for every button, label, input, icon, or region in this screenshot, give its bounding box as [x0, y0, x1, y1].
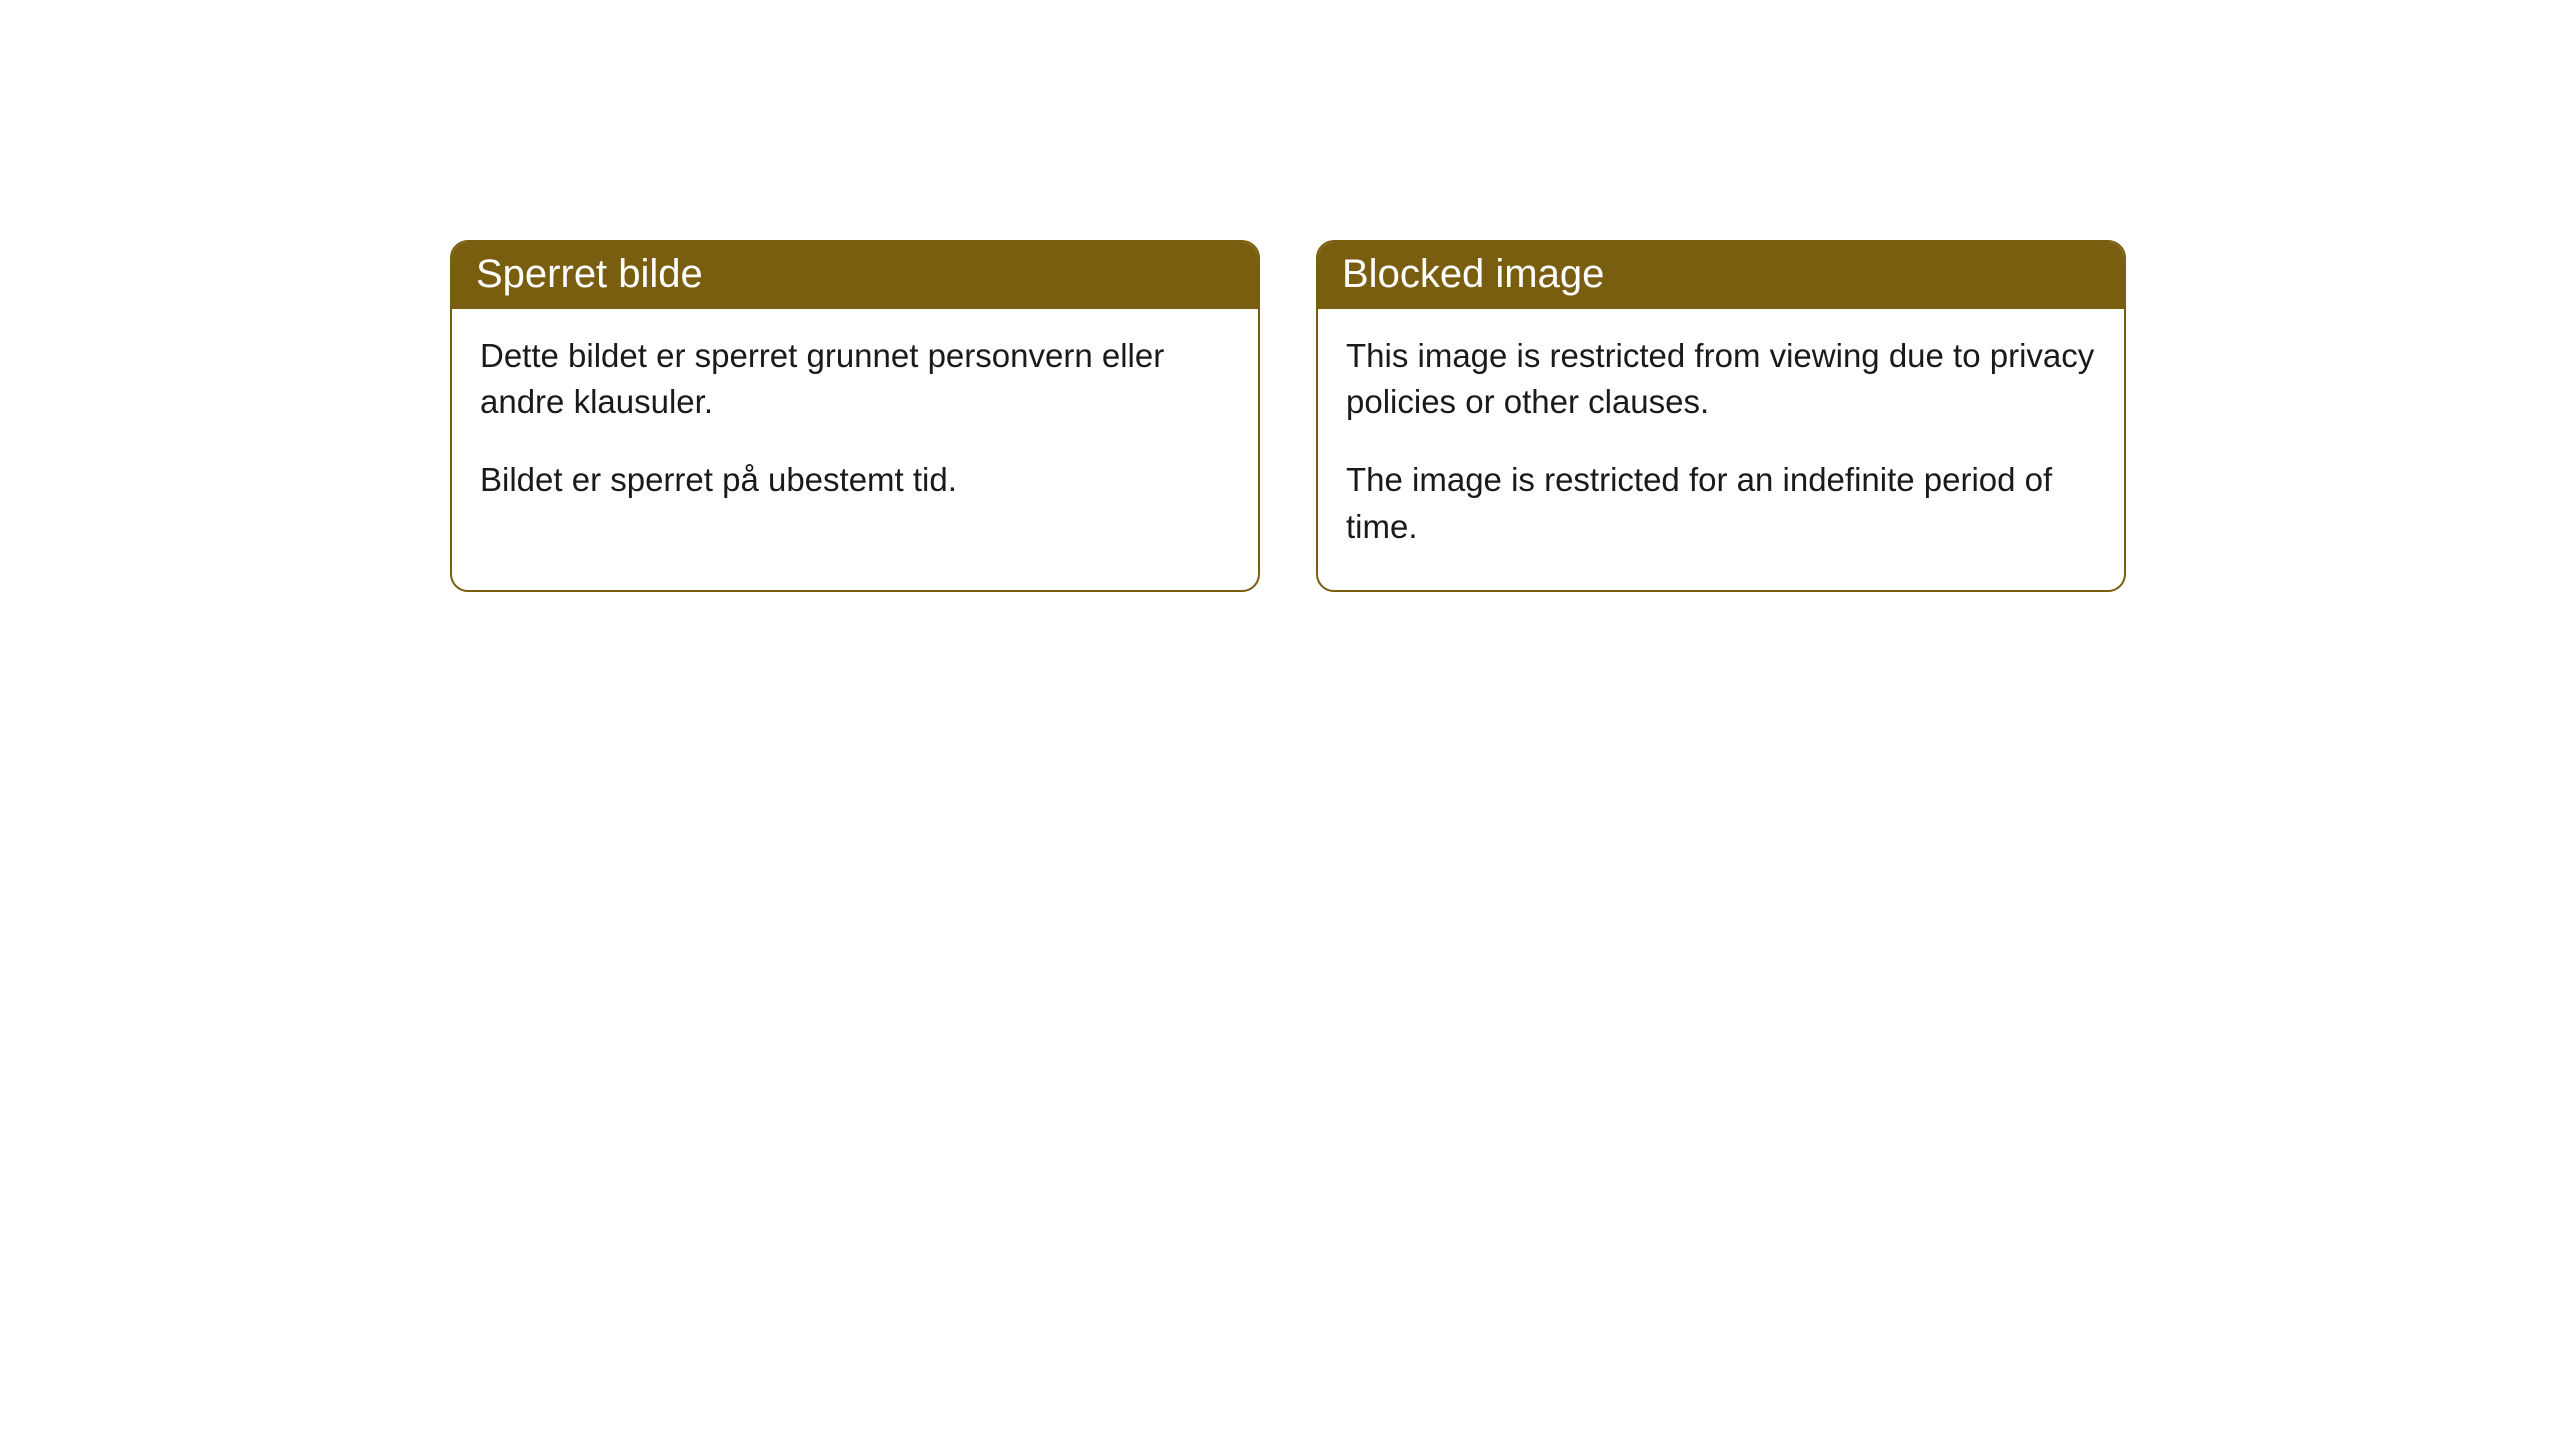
notice-header: Sperret bilde	[452, 242, 1258, 309]
notice-body: This image is restricted from viewing du…	[1318, 309, 2124, 590]
notice-paragraph: Dette bildet er sperret grunnet personve…	[480, 333, 1230, 425]
notice-paragraph: The image is restricted for an indefinit…	[1346, 457, 2096, 549]
notice-title: Blocked image	[1342, 252, 1604, 296]
notice-paragraph: This image is restricted from viewing du…	[1346, 333, 2096, 425]
notice-container: Sperret bilde Dette bildet er sperret gr…	[0, 0, 2560, 592]
notice-title: Sperret bilde	[476, 252, 703, 296]
notice-paragraph: Bildet er sperret på ubestemt tid.	[480, 457, 1230, 503]
notice-card-english: Blocked image This image is restricted f…	[1316, 240, 2126, 592]
notice-card-norwegian: Sperret bilde Dette bildet er sperret gr…	[450, 240, 1260, 592]
notice-body: Dette bildet er sperret grunnet personve…	[452, 309, 1258, 544]
notice-header: Blocked image	[1318, 242, 2124, 309]
